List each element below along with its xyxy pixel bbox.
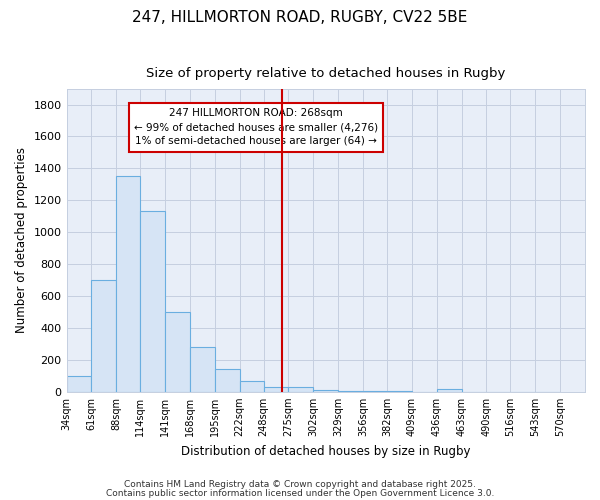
Bar bbox=[239, 380, 263, 392]
Text: 247, HILLMORTON ROAD, RUGBY, CV22 5BE: 247, HILLMORTON ROAD, RUGBY, CV22 5BE bbox=[133, 10, 467, 25]
Bar bbox=[313, 390, 338, 392]
Bar bbox=[437, 390, 461, 392]
Bar bbox=[67, 376, 91, 392]
Title: Size of property relative to detached houses in Rugby: Size of property relative to detached ho… bbox=[146, 68, 505, 80]
X-axis label: Distribution of detached houses by size in Rugby: Distribution of detached houses by size … bbox=[181, 444, 470, 458]
Text: Contains public sector information licensed under the Open Government Licence 3.: Contains public sector information licen… bbox=[106, 488, 494, 498]
Y-axis label: Number of detached properties: Number of detached properties bbox=[15, 147, 28, 333]
Bar bbox=[116, 176, 140, 392]
Bar bbox=[215, 370, 239, 392]
Bar bbox=[263, 387, 289, 392]
Bar bbox=[165, 312, 190, 392]
Bar bbox=[289, 387, 313, 392]
Bar bbox=[338, 391, 363, 392]
Bar bbox=[91, 280, 116, 392]
Text: 247 HILLMORTON ROAD: 268sqm
← 99% of detached houses are smaller (4,276)
1% of s: 247 HILLMORTON ROAD: 268sqm ← 99% of det… bbox=[134, 108, 378, 146]
Bar bbox=[140, 212, 165, 392]
Text: Contains HM Land Registry data © Crown copyright and database right 2025.: Contains HM Land Registry data © Crown c… bbox=[124, 480, 476, 489]
Bar bbox=[190, 347, 215, 392]
